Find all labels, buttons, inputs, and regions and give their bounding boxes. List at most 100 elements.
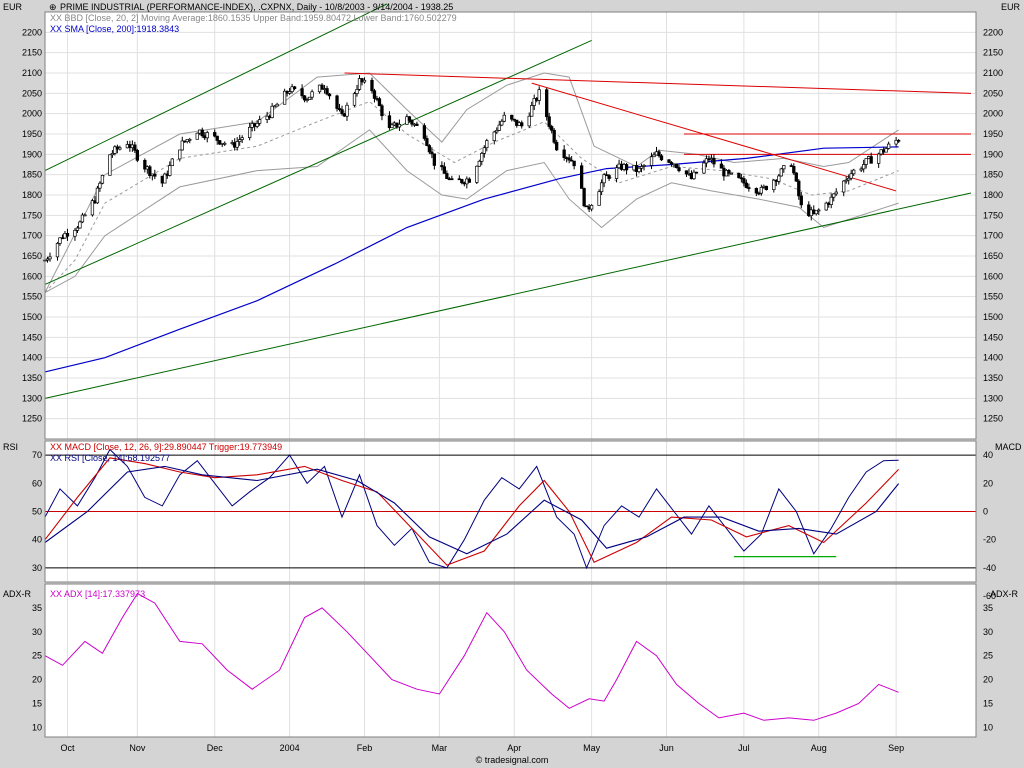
adx-tick-left: 30: [32, 627, 42, 637]
price-tick-right: 1650: [983, 251, 1003, 261]
candle-body: [599, 182, 604, 193]
price-tick-right: 1250: [983, 414, 1003, 424]
candle-body: [894, 139, 898, 145]
oscillator-unit-left: RSI: [3, 442, 18, 452]
candle-body: [450, 178, 454, 181]
candle-body: [357, 78, 362, 90]
price-tick-right: 1950: [983, 129, 1003, 139]
candle-body: [445, 173, 449, 180]
candle-body: [432, 153, 437, 166]
candle-body: [482, 147, 486, 154]
price-tick-left: 1850: [22, 170, 42, 180]
candle-body: [387, 115, 392, 129]
price-tick-left: 1300: [22, 393, 42, 403]
price-tick-left: 2000: [22, 109, 42, 119]
candle-body: [652, 154, 656, 158]
candle-body: [380, 105, 384, 117]
candle-body: [327, 93, 332, 97]
candle-body: [302, 95, 307, 101]
price-tick-right: 1450: [983, 332, 1003, 342]
month-tick-label: Nov: [129, 743, 146, 753]
price-tick-left: 1450: [22, 332, 42, 342]
adx-tick-left: 35: [32, 603, 42, 613]
candle-body: [362, 79, 367, 83]
price-tick-right: 1800: [983, 190, 1003, 200]
price-panel-bg: [45, 12, 976, 439]
candle-body: [188, 138, 192, 141]
candle-body: [223, 142, 227, 145]
candle-body: [729, 172, 734, 175]
candle-body: [407, 116, 412, 121]
candle-body: [352, 93, 357, 106]
grid-lines: [45, 12, 976, 737]
rsi-tick: 30: [32, 563, 42, 573]
candle-body: [335, 95, 339, 109]
candle-body: [727, 169, 731, 174]
candle-body: [430, 151, 434, 155]
price-unit-left: EUR: [3, 2, 23, 12]
month-tick-label: Mar: [432, 743, 448, 753]
price-tick-left: 1700: [22, 231, 42, 241]
price-tick-left: 2100: [22, 68, 42, 78]
candle-body: [73, 229, 77, 237]
candle-body: [884, 148, 888, 153]
candle-body: [674, 163, 679, 169]
candle-body: [377, 98, 382, 107]
candle-body: [178, 149, 182, 160]
candle-body: [847, 177, 851, 181]
candle-body: [550, 126, 554, 131]
price-tick-right: 1850: [983, 170, 1003, 180]
candle-body: [497, 124, 501, 131]
candle-body: [512, 118, 516, 121]
candle-body: [702, 162, 706, 174]
candle-body: [90, 200, 95, 216]
candle-body: [552, 129, 556, 143]
price-tick-left: 1550: [22, 292, 42, 302]
price-tick-right: 1500: [983, 312, 1003, 322]
candle-body: [275, 103, 279, 107]
adx-unit-right: ADX-R: [990, 589, 1019, 599]
candle-body: [168, 165, 172, 176]
price-tick-left: 1900: [22, 149, 42, 159]
price-tick-left: 1250: [22, 414, 42, 424]
candle-body: [480, 153, 484, 162]
price-tick-right: 2000: [983, 109, 1003, 119]
macd-tick: -60: [983, 591, 996, 601]
rsi-tick: 40: [32, 535, 42, 545]
month-tick-label: Jul: [738, 743, 750, 753]
candle-body: [692, 171, 696, 180]
candle-body: [118, 147, 122, 150]
candle-body: [759, 186, 763, 194]
candle-body: [355, 89, 359, 94]
macd-legend: XX MACD [Close, 12, 26, 9]:29.890447 Tri…: [50, 442, 282, 452]
candle-body: [213, 132, 217, 137]
candle-body: [485, 140, 489, 149]
candle-body: [442, 166, 447, 174]
bollinger-lower-band: [44, 129, 899, 294]
candle-body: [440, 165, 444, 168]
candle-body: [108, 154, 112, 176]
price-tick-right: 1400: [983, 353, 1003, 363]
candle-body: [527, 115, 531, 127]
candle-body: [719, 163, 724, 169]
adx-tick-right: 30: [983, 627, 993, 637]
month-tick-label: Feb: [357, 743, 373, 753]
month-tick-label: 2004: [280, 743, 300, 753]
candle-body: [667, 159, 671, 163]
candle-body: [669, 162, 674, 165]
candle-body: [704, 158, 709, 164]
candle-body: [255, 122, 259, 127]
candle-body: [215, 135, 219, 141]
candle-body: [829, 196, 833, 205]
watermark: © tradesignal.com: [476, 755, 549, 765]
candle-body: [684, 170, 689, 175]
bollinger-legend: XX BBD [Close, 20, 2] Moving Average:186…: [50, 13, 457, 23]
candle-body: [148, 166, 152, 176]
candle-body: [75, 227, 80, 231]
candle-body: [410, 120, 414, 125]
candle-body: [300, 88, 304, 97]
candle-body: [495, 130, 499, 133]
price-tick-left: 1650: [22, 251, 42, 261]
candle-body: [370, 79, 374, 92]
candle-body: [877, 153, 881, 164]
